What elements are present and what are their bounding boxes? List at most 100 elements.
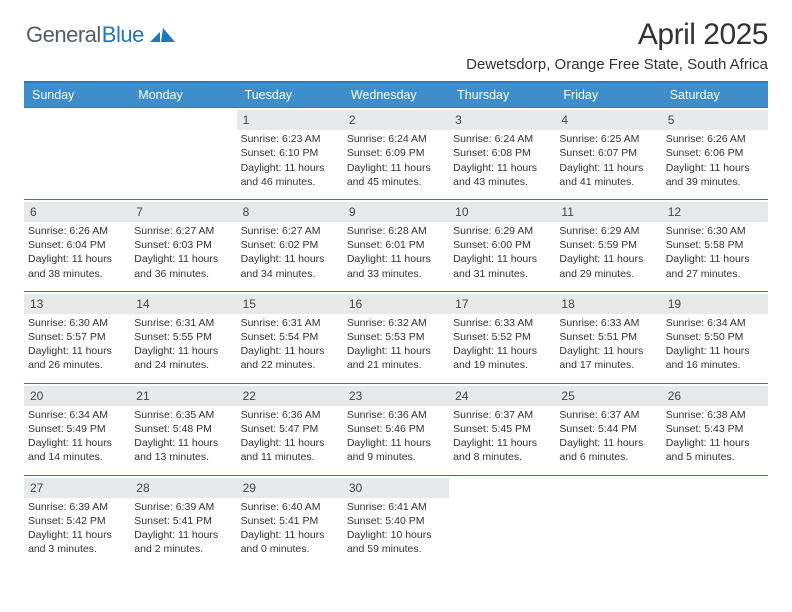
day-cell-28: 28 Sunrise: 6:39 AMSunset: 5:41 PMDayligh…: [130, 475, 236, 567]
sunrise-line: Sunrise: 6:26 AM: [28, 224, 126, 238]
sunset-line: Sunset: 5:57 PM: [28, 330, 126, 344]
date-number: 23: [343, 386, 449, 406]
sunset-line: Sunset: 6:06 PM: [666, 146, 764, 160]
sunrise-line: Sunrise: 6:39 AM: [134, 500, 232, 514]
day-cell-27: 27Sunrise: 6:39 AMSunset: 5:42 PMDayligh…: [24, 475, 130, 567]
sunset-line: Sunset: 5:41 PM: [241, 514, 339, 528]
daylight-line: Daylight: 11 hours and 21 minutes.: [347, 344, 445, 372]
date-number: 6: [24, 202, 130, 222]
date-number: 12: [662, 202, 768, 222]
date-number: 5: [662, 110, 768, 130]
daylight-line: Daylight: 11 hours and 26 minutes.: [28, 344, 126, 372]
sunset-line: Sunset: 6:10 PM: [241, 146, 339, 160]
sunset-line: Sunset: 5:41 PM: [134, 514, 232, 528]
day-cell-25: 25 Sunrise: 6:37 AMSunset: 5:44 PMDayligh…: [555, 383, 661, 475]
date-number: 11: [555, 202, 661, 222]
sunrise-line: Sunrise: 6:30 AM: [28, 316, 126, 330]
date-number: 8: [237, 202, 343, 222]
sunrise-line: Sunrise: 6:36 AM: [347, 408, 445, 422]
sunset-line: Sunset: 6:02 PM: [241, 238, 339, 252]
sunrise-line: Sunrise: 6:35 AM: [134, 408, 232, 422]
daylight-line: Daylight: 11 hours and 5 minutes.: [666, 436, 764, 464]
day-cell-12: 12Sunrise: 6:30 AMSunset: 5:58 PMDayligh…: [662, 199, 768, 291]
day-cell-19: 19Sunrise: 6:34 AMSunset: 5:50 PMDayligh…: [662, 291, 768, 383]
date-number: 20: [24, 386, 130, 406]
dayhead-monday: Monday: [130, 83, 236, 107]
day-cell-8: 8Sunrise: 6:27 AMSunset: 6:02 PMDaylight…: [237, 199, 343, 291]
date-number: 10: [449, 202, 555, 222]
day-cell-4: 4 Sunrise: 6:25 AMSunset: 6:07 PMDaylight…: [555, 107, 661, 199]
day-cell-10: 10Sunrise: 6:29 AMSunset: 6:00 PMDayligh…: [449, 199, 555, 291]
daylight-line: Daylight: 11 hours and 38 minutes.: [28, 252, 126, 280]
day-cell-18: 18Sunrise: 6:33 AMSunset: 5:51 PMDayligh…: [555, 291, 661, 383]
daylight-line: Daylight: 11 hours and 8 minutes.: [453, 436, 551, 464]
page-subtitle: Dewetsdorp, Orange Free State, South Afr…: [24, 56, 768, 73]
day-cell-29: 29Sunrise: 6:40 AMSunset: 5:41 PMDayligh…: [237, 475, 343, 567]
dayhead-tuesday: Tuesday: [237, 83, 343, 107]
brand-text-1: General: [26, 22, 101, 48]
date-number: 25: [555, 386, 661, 406]
dayhead-wednesday: Wednesday: [343, 83, 449, 107]
daylight-line: Daylight: 11 hours and 31 minutes.: [453, 252, 551, 280]
daylight-line: Daylight: 11 hours and 19 minutes.: [453, 344, 551, 372]
date-number: 15: [237, 294, 343, 314]
date-number: 4: [555, 110, 661, 130]
sunset-line: Sunset: 6:07 PM: [559, 146, 657, 160]
date-number: 28: [130, 478, 236, 498]
date-number: 24: [449, 386, 555, 406]
date-number: 7: [130, 202, 236, 222]
sunrise-line: Sunrise: 6:25 AM: [559, 132, 657, 146]
day-cell-22: 22Sunrise: 6:36 AMSunset: 5:47 PMDayligh…: [237, 383, 343, 475]
sunset-line: Sunset: 5:59 PM: [559, 238, 657, 252]
daylight-line: Daylight: 11 hours and 36 minutes.: [134, 252, 232, 280]
date-number: 30: [343, 478, 449, 498]
day-cell-23: 23Sunrise: 6:36 AMSunset: 5:46 PMDayligh…: [343, 383, 449, 475]
sunset-line: Sunset: 5:54 PM: [241, 330, 339, 344]
day-cell-26: 26Sunrise: 6:38 AMSunset: 5:43 PMDayligh…: [662, 383, 768, 475]
date-number: 26: [662, 386, 768, 406]
sunrise-line: Sunrise: 6:40 AM: [241, 500, 339, 514]
daylight-line: Daylight: 11 hours and 9 minutes.: [347, 436, 445, 464]
day-cell-7: 7Sunrise: 6:27 AMSunset: 6:03 PMDaylight…: [130, 199, 236, 291]
sunset-line: Sunset: 5:40 PM: [347, 514, 445, 528]
day-cell-14: 14Sunrise: 6:31 AMSunset: 5:55 PMDayligh…: [130, 291, 236, 383]
sunset-line: Sunset: 5:55 PM: [134, 330, 232, 344]
date-number: 2: [343, 110, 449, 130]
sunset-line: Sunset: 5:43 PM: [666, 422, 764, 436]
sunrise-line: Sunrise: 6:24 AM: [453, 132, 551, 146]
sunset-line: Sunset: 5:53 PM: [347, 330, 445, 344]
day-cell-9: 9Sunrise: 6:28 AMSunset: 6:01 PMDaylight…: [343, 199, 449, 291]
day-cell-16: 16Sunrise: 6:32 AMSunset: 5:53 PMDayligh…: [343, 291, 449, 383]
sunset-line: Sunset: 5:58 PM: [666, 238, 764, 252]
sunrise-line: Sunrise: 6:33 AM: [453, 316, 551, 330]
sunset-line: Sunset: 5:48 PM: [134, 422, 232, 436]
sunrise-line: Sunrise: 6:37 AM: [559, 408, 657, 422]
sunrise-line: Sunrise: 6:33 AM: [559, 316, 657, 330]
day-cell-empty: [555, 475, 661, 567]
sunset-line: Sunset: 5:49 PM: [28, 422, 126, 436]
sunset-line: Sunset: 6:09 PM: [347, 146, 445, 160]
daylight-line: Daylight: 11 hours and 2 minutes.: [134, 528, 232, 556]
sunrise-line: Sunrise: 6:31 AM: [134, 316, 232, 330]
sunrise-line: Sunrise: 6:24 AM: [347, 132, 445, 146]
daylight-line: Daylight: 11 hours and 45 minutes.: [347, 161, 445, 189]
sunset-line: Sunset: 5:44 PM: [559, 422, 657, 436]
day-cell-6: 6Sunrise: 6:26 AMSunset: 6:04 PMDaylight…: [24, 199, 130, 291]
day-cell-empty: [662, 475, 768, 567]
daylight-line: Daylight: 11 hours and 34 minutes.: [241, 252, 339, 280]
daylight-line: Daylight: 11 hours and 0 minutes.: [241, 528, 339, 556]
daylight-line: Daylight: 11 hours and 29 minutes.: [559, 252, 657, 280]
date-number: 9: [343, 202, 449, 222]
brand-mark-icon: [150, 26, 176, 44]
daylight-line: Daylight: 11 hours and 6 minutes.: [559, 436, 657, 464]
daylight-line: Daylight: 11 hours and 17 minutes.: [559, 344, 657, 372]
sunrise-line: Sunrise: 6:26 AM: [666, 132, 764, 146]
sunset-line: Sunset: 5:47 PM: [241, 422, 339, 436]
day-cell-20: 20Sunrise: 6:34 AMSunset: 5:49 PMDayligh…: [24, 383, 130, 475]
dayhead-friday: Friday: [555, 83, 661, 107]
day-cell-11: 11 Sunrise: 6:29 AMSunset: 5:59 PMDayligh…: [555, 199, 661, 291]
sunrise-line: Sunrise: 6:27 AM: [134, 224, 232, 238]
sunset-line: Sunset: 5:50 PM: [666, 330, 764, 344]
daylight-line: Daylight: 11 hours and 41 minutes.: [559, 161, 657, 189]
sunrise-line: Sunrise: 6:29 AM: [559, 224, 657, 238]
